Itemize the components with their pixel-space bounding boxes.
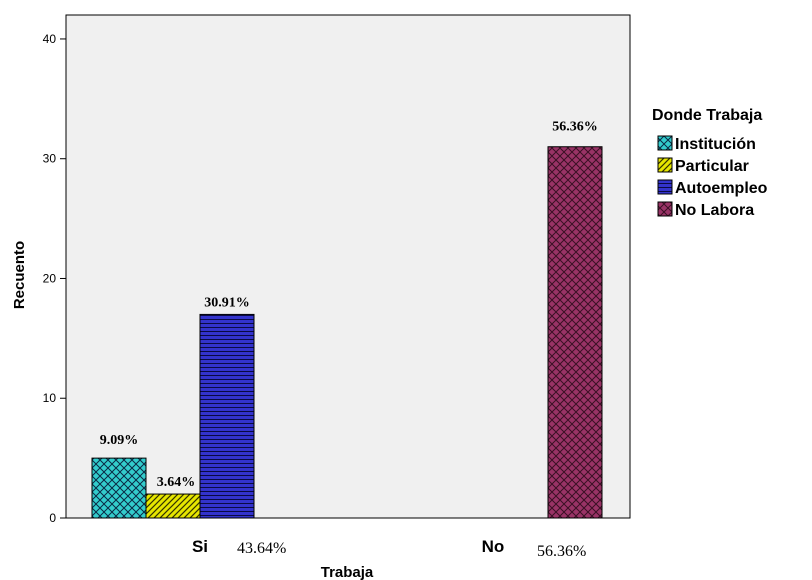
bar-particular-si (145, 493, 201, 519)
y-tick-label: 40 (43, 32, 57, 46)
category-percent-no: 56.36% (537, 543, 586, 560)
legend-swatch-autoempleo (657, 179, 673, 195)
bar-data-label: 56.36% (552, 120, 598, 135)
legend-swatch-particular (657, 157, 673, 173)
y-tick-label: 10 (43, 391, 57, 405)
bar-data-label: 3.64% (157, 475, 196, 490)
legend-label-institucion: Institución (675, 136, 756, 153)
bar-instituci-n-si (91, 457, 147, 519)
bar-data-label: 9.09% (100, 433, 139, 448)
x-axis-title: Trabaja (321, 564, 374, 580)
x-category-label-no: No (482, 537, 505, 556)
y-axis-title: Recuento (11, 241, 28, 309)
bar-autoempleo-si (199, 313, 255, 519)
legend: Donde Trabaja Institución Particular Aut… (652, 107, 768, 219)
y-tick-label: 30 (43, 152, 57, 166)
category-percent-si: 43.64% (237, 540, 286, 557)
legend-swatch-institucion (657, 135, 673, 151)
y-tick-label: 20 (43, 271, 57, 285)
legend-swatch-no-labora (657, 201, 673, 217)
bar-data-label: 30.91% (204, 295, 250, 310)
x-category-label-si: Si (192, 537, 208, 556)
plot-area (65, 14, 631, 519)
bar-no-labora-no (547, 146, 603, 519)
legend-label-no-labora: No Labora (675, 202, 754, 219)
legend-label-particular: Particular (675, 158, 749, 175)
y-tick-label: 0 (49, 511, 56, 525)
legend-label-autoempleo: Autoempleo (675, 180, 768, 197)
legend-title: Donde Trabaja (652, 107, 762, 124)
